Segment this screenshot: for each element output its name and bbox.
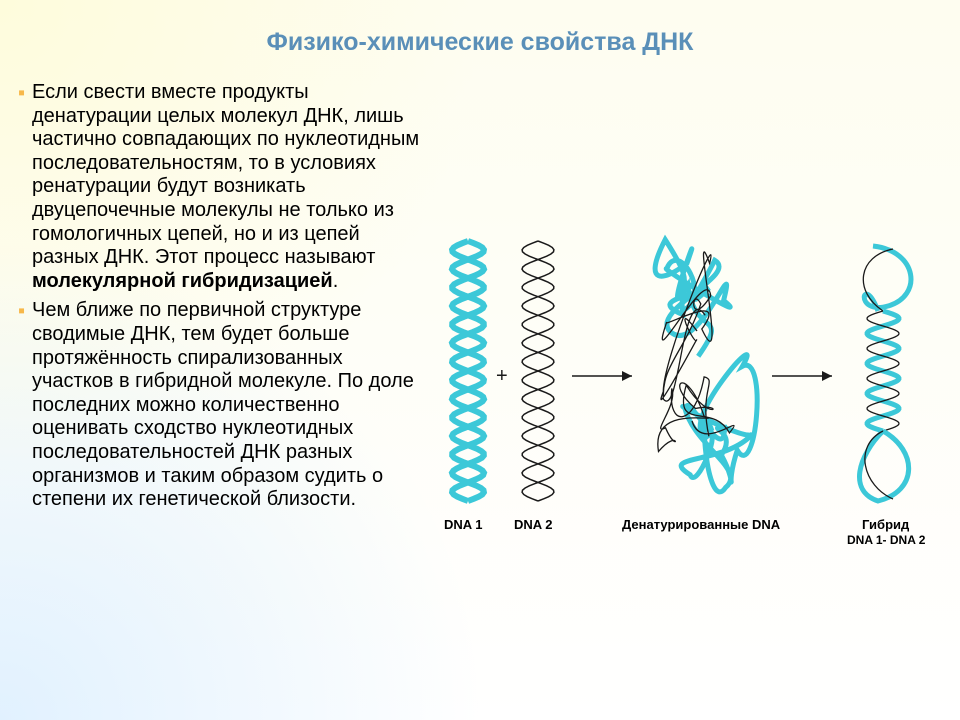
bullet-text: Чем ближе по первичной структуре сводимы… <box>32 299 422 511</box>
bullet-marker: ▪ <box>18 299 32 511</box>
bullet-text: Если свести вместе продукты денатурации … <box>32 81 422 293</box>
dna-diagram: + <box>432 221 942 541</box>
page-title: Физико-химические свойства ДНК <box>0 0 960 57</box>
label-dna1: DNA 1 <box>444 517 483 532</box>
label-denatured: Денатурированные DNA <box>622 517 780 532</box>
label-dna2: DNA 2 <box>514 517 553 532</box>
bullet-item-0: ▪Если свести вместе продукты денатурации… <box>18 81 422 293</box>
label-hybrid: Гибрид <box>862 517 909 532</box>
bullet-marker: ▪ <box>18 81 32 293</box>
diagram-column: + DNA 1 DNA 2 Денатурированные DNA Гибри… <box>432 81 942 546</box>
text-column: ▪Если свести вместе продукты денатурации… <box>18 81 432 546</box>
svg-text:+: + <box>496 365 508 387</box>
bullet-item-1: ▪Чем ближе по первичной структуре сводим… <box>18 299 422 511</box>
content-row: ▪Если свести вместе продукты денатурации… <box>0 57 960 546</box>
label-hybrid-sub: DNA 1- DNA 2 <box>847 533 925 547</box>
